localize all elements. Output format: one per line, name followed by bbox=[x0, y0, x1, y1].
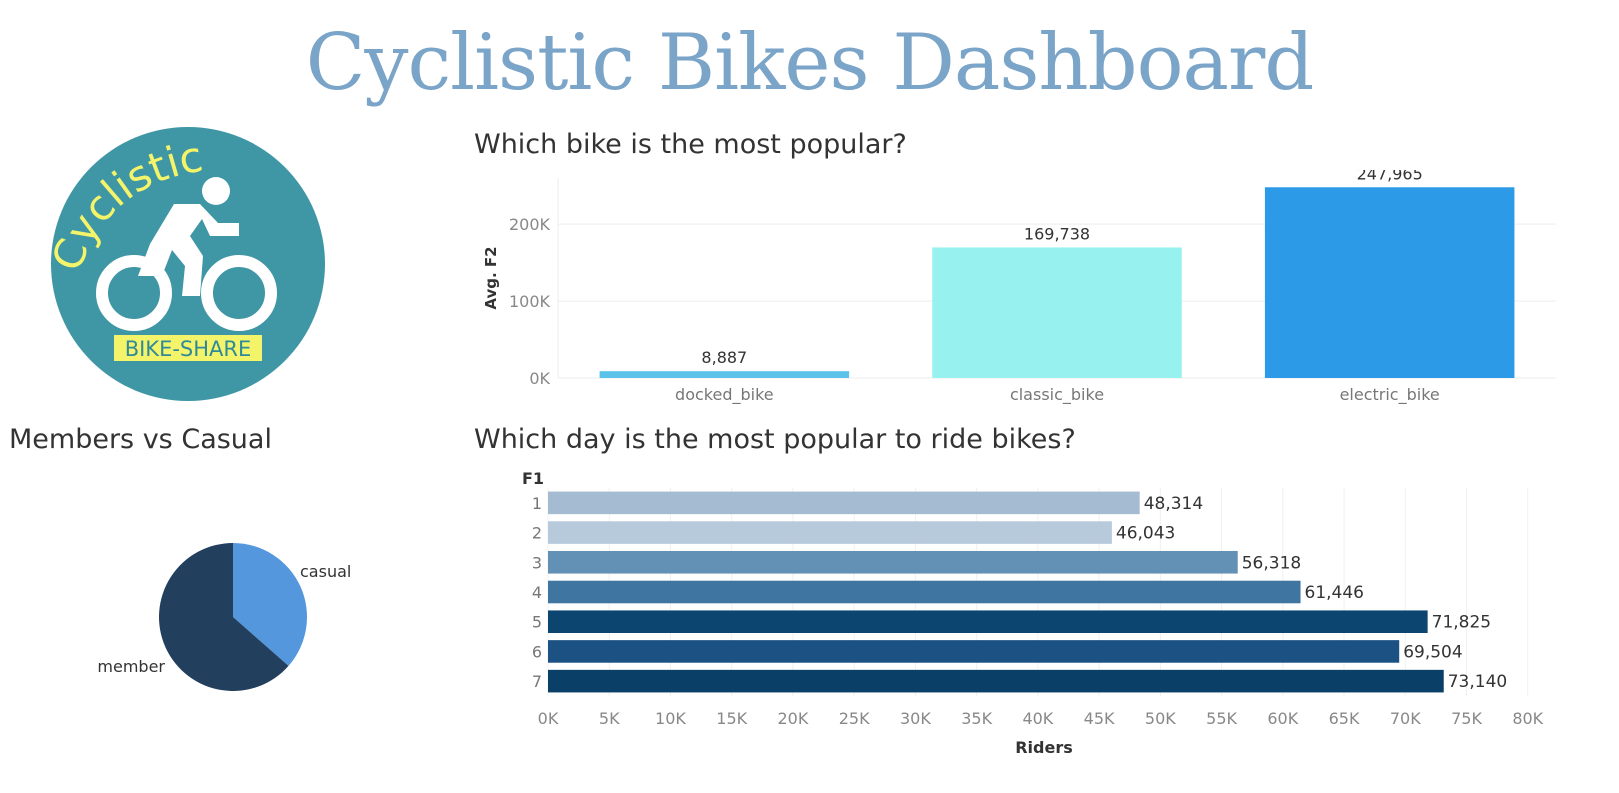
bar-day-5 bbox=[548, 610, 1428, 634]
y-tick-label: 100K bbox=[509, 292, 551, 311]
x-tick-label: 10K bbox=[655, 709, 686, 728]
x-tick-label: 80K bbox=[1512, 709, 1543, 728]
x-tick-label: 15K bbox=[716, 709, 747, 728]
pie-slice-casual bbox=[233, 543, 307, 666]
x-tick-label: 35K bbox=[961, 709, 992, 728]
pie-label-member: member bbox=[97, 657, 165, 676]
y-tick-label: 6 bbox=[532, 642, 542, 661]
bar-value-label: 61,446 bbox=[1305, 583, 1364, 603]
bar-day-4 bbox=[548, 580, 1301, 604]
bike-type-bar-chart: 0K 100K 200K Avg. F2 8,887 docked_bike 169,738… bbox=[482, 170, 1556, 405]
x-tick-label: 30K bbox=[900, 709, 931, 728]
x-tick-label: 40K bbox=[1022, 709, 1053, 728]
y-tick-label: 2 bbox=[532, 524, 542, 543]
bar-day-7 bbox=[548, 669, 1444, 693]
bar-value-label: 69,504 bbox=[1403, 642, 1462, 662]
x-tick-label: 70K bbox=[1390, 709, 1421, 728]
x-tick-label: 50K bbox=[1145, 709, 1176, 728]
y-tick-label: 3 bbox=[532, 553, 542, 572]
bar-value-label: 8,887 bbox=[701, 348, 747, 367]
y-tick-label: 200K bbox=[509, 215, 551, 234]
x-tick-label: classic_bike bbox=[1010, 385, 1104, 405]
day-of-week-bar-chart: 0K 5K 10K 15K 20K 25K 30K 35K 40K 45K 50K 55K 60K 65K… bbox=[522, 469, 1544, 757]
x-tick-label: electric_bike bbox=[1340, 385, 1440, 405]
bar-day-6 bbox=[548, 640, 1400, 663]
x-tick-label: 0K bbox=[538, 709, 559, 728]
x-tick-label: 25K bbox=[839, 709, 870, 728]
bar-day-2 bbox=[548, 521, 1112, 544]
day-chart-title: Which day is the most popular to ride bi… bbox=[474, 424, 1076, 455]
pie-label-casual: casual bbox=[300, 562, 351, 581]
y-tick-label: 0K bbox=[529, 369, 550, 388]
y-tick-label: 1 bbox=[532, 494, 542, 513]
bar-value-label: 48,314 bbox=[1144, 494, 1203, 514]
x-tick-label: 75K bbox=[1451, 709, 1482, 728]
bar-value-label: 73,140 bbox=[1448, 672, 1507, 692]
x-tick-label: 5K bbox=[599, 709, 620, 728]
dashboard-title: Cyclistic Bikes Dashboard bbox=[305, 18, 1315, 108]
x-tick-label: 65K bbox=[1329, 709, 1360, 728]
bike-chart-title: Which bike is the most popular? bbox=[474, 129, 907, 160]
bar-value-label: 71,825 bbox=[1432, 613, 1491, 633]
logo-banner-text: BIKE-SHARE bbox=[125, 337, 252, 361]
x-tick-label: docked_bike bbox=[675, 385, 774, 405]
cyclist-icon bbox=[96, 177, 277, 331]
bar-electric-bike bbox=[1264, 187, 1515, 378]
bar-day-1 bbox=[548, 491, 1140, 515]
y-tick-label: 4 bbox=[532, 583, 542, 602]
bar-classic-bike bbox=[932, 247, 1182, 378]
y-tick-label: 5 bbox=[532, 613, 542, 632]
bar-value-label: 56,318 bbox=[1242, 553, 1301, 573]
cyclistic-logo: Cyclistic BIKE-SHARE bbox=[42, 126, 326, 402]
y-tick-label: 7 bbox=[532, 672, 542, 691]
logo-banner bbox=[114, 335, 262, 361]
bar-day-3 bbox=[548, 550, 1238, 574]
bar-value-label: 46,043 bbox=[1116, 524, 1175, 544]
bar-docked-bike bbox=[599, 371, 850, 378]
x-tick-label: 45K bbox=[1084, 709, 1115, 728]
x-axis-title: Riders bbox=[1015, 738, 1073, 757]
x-tick-label: 60K bbox=[1267, 709, 1298, 728]
pie-slice-member bbox=[159, 543, 289, 691]
y-axis-title: Avg. F2 bbox=[482, 246, 500, 309]
bar-value-label: 247,965 bbox=[1357, 170, 1423, 183]
y-axis-header: F1 bbox=[522, 469, 544, 488]
bar-value-label: 169,738 bbox=[1024, 224, 1090, 243]
members-vs-casual-pie-chart: casual member bbox=[97, 543, 351, 691]
x-tick-label: 20K bbox=[778, 709, 809, 728]
pie-chart-title: Members vs Casual bbox=[9, 424, 272, 455]
x-tick-label: 55K bbox=[1206, 709, 1237, 728]
